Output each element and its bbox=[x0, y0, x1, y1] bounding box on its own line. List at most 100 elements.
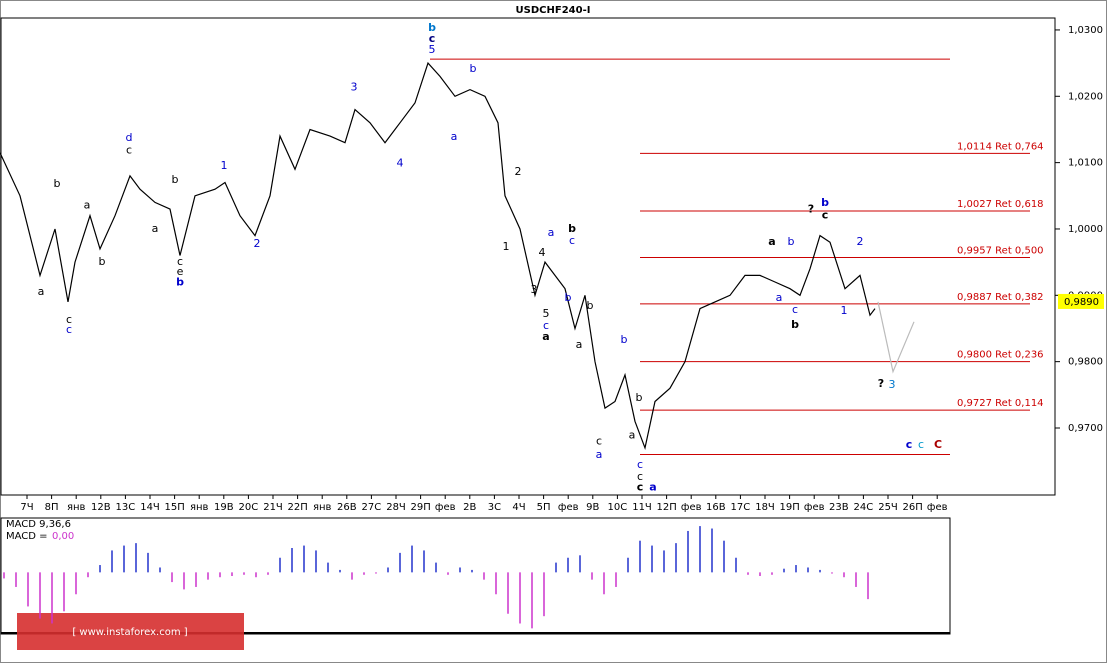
x-tick-label: 7Ч bbox=[20, 502, 33, 513]
wave-label: d bbox=[126, 131, 133, 144]
wave-label: b bbox=[54, 177, 61, 190]
x-tick-label: 2В bbox=[463, 502, 476, 513]
y-tick-label: 1,0100 bbox=[1068, 158, 1103, 169]
wave-label: c bbox=[126, 144, 132, 157]
x-tick-label: фев bbox=[435, 502, 456, 513]
level-label: 1,0027 Ret 0,618 bbox=[957, 199, 1044, 210]
x-tick-label: янв bbox=[190, 502, 209, 513]
wave-label: c bbox=[918, 438, 924, 451]
wave-label: ? bbox=[808, 203, 814, 216]
wave-label: 2 bbox=[857, 235, 864, 248]
level-label: 0,9800 Ret 0,236 bbox=[957, 350, 1044, 361]
price-tag-label: 0,9890 bbox=[1064, 297, 1099, 308]
wave-label: C bbox=[934, 438, 942, 451]
wave-label: c bbox=[429, 32, 436, 45]
x-tick-label: 29П bbox=[410, 502, 430, 513]
x-tick-label: 5П bbox=[537, 502, 551, 513]
wave-label: b bbox=[470, 62, 477, 75]
x-tick-label: 17С bbox=[731, 502, 751, 513]
level-label: 0,9887 Ret 0,382 bbox=[957, 292, 1044, 303]
wave-label: 4 bbox=[539, 246, 546, 259]
x-tick-label: 14Ч bbox=[140, 502, 160, 513]
wave-label: b bbox=[428, 21, 436, 34]
wave-label: 2 bbox=[254, 237, 261, 250]
macd-title: MACD 9,36,6 bbox=[6, 519, 71, 530]
watermark: [ www.instaforex.com ] bbox=[72, 627, 187, 638]
wave-label: a bbox=[451, 130, 458, 143]
x-tick-label: 28Ч bbox=[386, 502, 406, 513]
x-tick-label: 16В bbox=[706, 502, 726, 513]
wave-label: 3 bbox=[351, 81, 358, 94]
x-tick-label: 23В bbox=[829, 502, 849, 513]
wave-label: c bbox=[66, 313, 72, 326]
wave-label: c bbox=[177, 255, 183, 268]
watermark-box bbox=[17, 613, 244, 650]
x-tick-label: 22П bbox=[287, 502, 307, 513]
price-line bbox=[877, 301, 915, 374]
y-tick-label: 1,0200 bbox=[1068, 91, 1103, 102]
x-tick-label: 9В bbox=[586, 502, 599, 513]
wave-label: b bbox=[587, 299, 594, 312]
wave-label: ? bbox=[878, 377, 884, 390]
wave-label: e bbox=[177, 265, 184, 278]
level-label: 0,9727 Ret 0,114 bbox=[957, 398, 1044, 409]
wave-label: a bbox=[576, 338, 583, 351]
wave-label: b bbox=[621, 333, 628, 346]
x-tick-label: 13С bbox=[116, 502, 136, 513]
x-tick-label: 26П bbox=[902, 502, 922, 513]
y-tick-label: 1,0000 bbox=[1068, 224, 1103, 235]
y-tick-label: 0,9800 bbox=[1068, 357, 1103, 368]
wave-label: a bbox=[548, 226, 555, 239]
wave-label: 2 bbox=[515, 165, 522, 178]
x-tick-label: 12В bbox=[91, 502, 111, 513]
main-frame bbox=[0, 17, 1056, 496]
wave-label: c bbox=[543, 319, 549, 332]
wave-label: 5 bbox=[543, 307, 550, 320]
wave-label: b bbox=[565, 291, 572, 304]
wave-label: c bbox=[569, 234, 575, 247]
x-tick-label: 15П bbox=[164, 502, 184, 513]
x-tick-label: фев bbox=[804, 502, 825, 513]
x-tick-label: 12П bbox=[656, 502, 676, 513]
wave-label: a bbox=[629, 428, 636, 441]
wave-label: 5 bbox=[429, 43, 436, 56]
wave-label: a bbox=[542, 330, 549, 343]
wave-label: b bbox=[99, 255, 106, 268]
wave-label: b bbox=[788, 235, 795, 248]
wave-label: 4 bbox=[397, 156, 404, 169]
y-tick-label: 0,9700 bbox=[1068, 423, 1103, 434]
wave-label: 1 bbox=[503, 240, 510, 253]
wave-label: a bbox=[649, 481, 656, 494]
wave-label: b bbox=[176, 276, 184, 289]
wave-label: a bbox=[84, 199, 91, 212]
x-tick-label: 11Ч bbox=[632, 502, 652, 513]
x-tick-label: 20С bbox=[239, 502, 259, 513]
wave-label: c bbox=[822, 209, 829, 222]
x-tick-label: 21Ч bbox=[263, 502, 283, 513]
wave-label: b bbox=[791, 318, 799, 331]
x-tick-label: 25Ч bbox=[878, 502, 898, 513]
wave-label: c bbox=[792, 303, 798, 316]
x-tick-label: фев bbox=[558, 502, 579, 513]
x-tick-label: 8П bbox=[45, 502, 59, 513]
price-tag bbox=[1058, 293, 1104, 309]
wave-label: c bbox=[637, 458, 643, 471]
macd-label: MACD = bbox=[6, 531, 48, 542]
y-tick-label: 1,0300 bbox=[1068, 25, 1103, 36]
x-tick-label: 19В bbox=[214, 502, 234, 513]
wave-label: a bbox=[776, 291, 783, 304]
wave-label: a bbox=[768, 235, 775, 248]
macd-value: 0,00 bbox=[52, 531, 74, 542]
wave-label: c bbox=[66, 323, 72, 336]
x-tick-label: 4Ч bbox=[512, 502, 525, 513]
wave-label: c bbox=[906, 438, 913, 451]
x-tick-label: фев bbox=[927, 502, 948, 513]
x-tick-label: 10С bbox=[608, 502, 628, 513]
price-line bbox=[0, 61, 876, 451]
x-tick-label: 27С bbox=[362, 502, 382, 513]
x-tick-label: 3С bbox=[488, 502, 501, 513]
wave-label: 1 bbox=[841, 304, 848, 317]
level-label: 1,0114 Ret 0,764 bbox=[957, 141, 1044, 152]
